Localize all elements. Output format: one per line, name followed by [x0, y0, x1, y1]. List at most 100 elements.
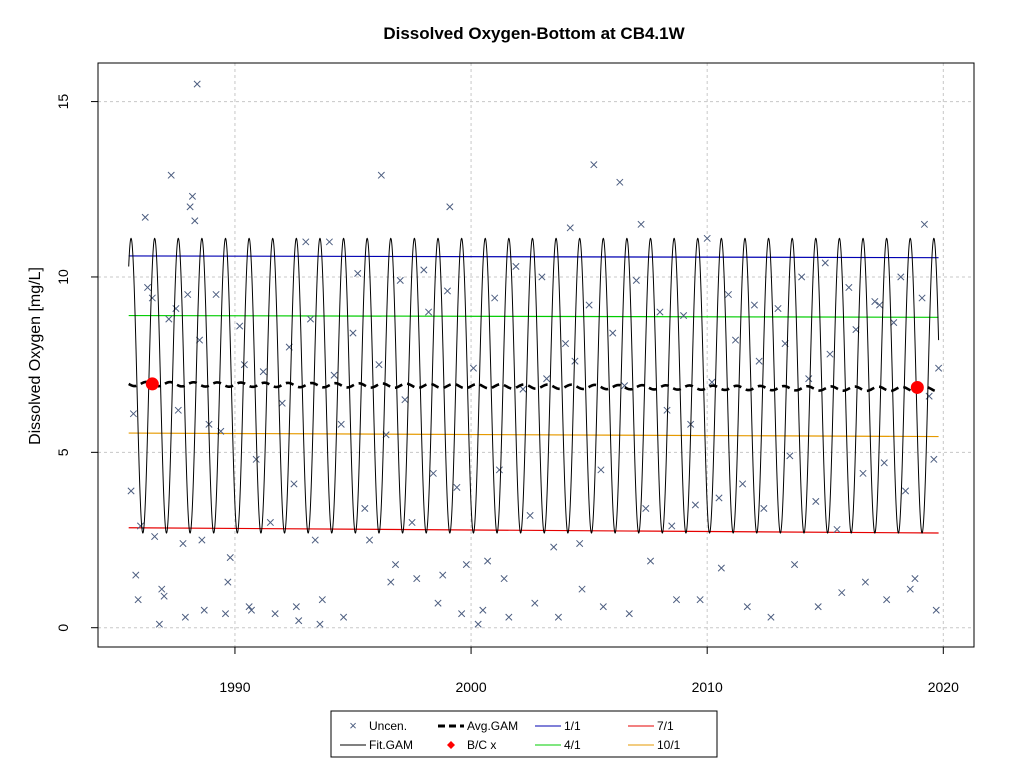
- uncen-point: [377, 171, 385, 179]
- uncen-point: [760, 504, 768, 513]
- legend-bc-x-marker: [447, 741, 455, 749]
- uncen-point: [703, 234, 711, 242]
- avg-gam-line: [128, 380, 939, 393]
- uncen-point: [526, 511, 534, 520]
- uncen-point: [365, 536, 374, 544]
- uncen-point: [295, 617, 303, 625]
- series-line-10-1: [128, 432, 939, 438]
- uncen-point: [247, 606, 256, 614]
- uncen-point: [236, 322, 244, 330]
- uncen-point: [144, 283, 152, 292]
- seasonal-date-lines: [128, 255, 939, 534]
- axes: 1990 2000 2010 2020 0 5 10 15: [55, 94, 959, 695]
- uncen-point: [292, 603, 300, 611]
- uncen-point: [750, 301, 758, 309]
- uncen-point: [871, 297, 879, 306]
- y-tick-label: 5: [55, 448, 71, 456]
- uncen-point: [519, 385, 527, 393]
- uncen-point: [330, 371, 338, 379]
- avg-gam-curve: [128, 380, 939, 393]
- uncen-point: [155, 620, 163, 628]
- uncen-point: [134, 596, 142, 604]
- uncen-point: [911, 575, 919, 583]
- uncen-point: [668, 522, 676, 530]
- fit-gam-line: [128, 237, 940, 534]
- series-line-7-1: [128, 527, 939, 534]
- uncen-point: [833, 525, 841, 534]
- uncen-point: [625, 610, 633, 618]
- uncen-point: [396, 276, 404, 285]
- uncen-point: [920, 220, 928, 228]
- uncen-point: [151, 532, 159, 541]
- legend-avg-gam-label: Avg.GAM: [467, 719, 518, 733]
- uncen-point: [597, 466, 605, 474]
- uncen-point: [318, 596, 326, 604]
- legend-uncen-label: Uncen.: [369, 719, 407, 733]
- legend-4-1-label: 4/1: [564, 738, 581, 752]
- uncen-point: [708, 378, 716, 386]
- uncen-point: [821, 259, 829, 267]
- uncen-point: [165, 315, 173, 323]
- uncen-point: [484, 557, 492, 565]
- uncen-point: [663, 406, 671, 414]
- uncen-point: [691, 501, 699, 509]
- legend: × Uncen. Fit.GAM Avg.GAM B/C x 1/1 4/1 7…: [330, 710, 718, 758]
- uncen-point: [637, 220, 645, 228]
- uncen-point: [278, 399, 286, 407]
- uncen-point: [550, 543, 558, 551]
- uncen-point: [576, 539, 584, 548]
- uncen-point: [616, 178, 624, 186]
- uncen-point: [136, 522, 145, 530]
- uncen-point: [743, 603, 751, 611]
- uncen-point: [167, 171, 175, 179]
- uncen-point: [543, 375, 551, 383]
- uncen-point: [901, 487, 910, 495]
- y-axis-label: Dissolved Oxygen [mg/L]: [27, 267, 44, 445]
- uncen-point: [439, 571, 447, 579]
- chart-title: Dissolved Oxygen-Bottom at CB4.1W: [383, 24, 685, 43]
- uncen-point: [337, 420, 345, 428]
- uncen-point: [474, 620, 482, 628]
- uncen-point: [188, 192, 197, 200]
- uncen-point: [585, 301, 593, 309]
- uncen-point: [429, 469, 437, 477]
- legend-box: [330, 710, 718, 758]
- uncen-point: [434, 599, 442, 607]
- uncen-point: [266, 518, 274, 527]
- uncen-point: [181, 613, 189, 621]
- x-tick-label: 2020: [928, 679, 959, 695]
- uncen-point: [408, 518, 416, 527]
- uncen-point: [554, 613, 562, 621]
- uncen-point: [590, 161, 598, 169]
- grid-lines: [98, 63, 974, 647]
- uncen-point: [127, 487, 135, 495]
- uncen-point: [767, 613, 775, 621]
- uncen-point: [531, 599, 539, 607]
- uncen-point: [906, 585, 914, 593]
- uncen-point: [786, 452, 794, 460]
- uncen-point: [306, 315, 315, 323]
- uncen-point: [290, 480, 298, 488]
- uncen-point: [609, 329, 617, 337]
- y-tick-label: 0: [55, 624, 71, 632]
- uncen-point: [632, 276, 640, 285]
- uncen-point: [656, 308, 664, 316]
- uncen-point: [458, 610, 466, 618]
- uncen-point: [880, 459, 888, 467]
- uncensored-points: [127, 80, 943, 628]
- uncen-point: [325, 238, 333, 246]
- uncen-point: [696, 596, 704, 604]
- uncen-point: [859, 469, 867, 477]
- legend-item-4-1: 4/1: [535, 738, 581, 752]
- legend-fit-gam-label: Fit.GAM: [369, 738, 413, 752]
- legend-item-fit-gam: Fit.GAM: [340, 738, 413, 752]
- uncen-point: [200, 606, 208, 614]
- uncen-point: [375, 361, 383, 369]
- x-tick-label: 2000: [455, 679, 486, 695]
- uncen-point: [918, 294, 926, 302]
- uncen-point: [443, 287, 452, 295]
- uncen-point: [172, 304, 180, 313]
- uncen-point: [361, 504, 369, 513]
- uncen-point: [935, 364, 943, 372]
- y-tick-label: 10: [55, 269, 71, 285]
